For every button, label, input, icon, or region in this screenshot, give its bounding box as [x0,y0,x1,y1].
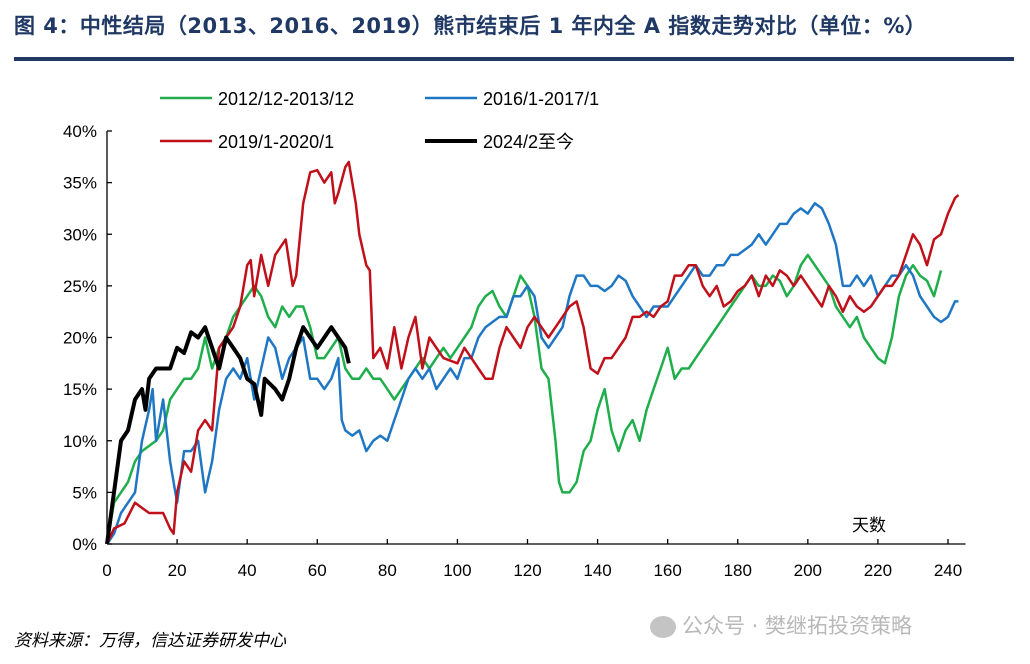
figure-title: 图 4：中性结局（2013、2016、2019）熊市结束后 1 年内全 A 指数… [14,14,927,38]
x-axis-label: 天数 [852,516,886,535]
y-tick-label: 40% [63,122,97,141]
watermark-text: 公众号 · 樊继拓投资策略 [682,614,913,638]
y-tick-label: 10% [63,432,97,451]
x-tick-label: 20 [168,561,187,580]
x-tick-label: 80 [378,561,397,580]
y-tick-label: 5% [72,483,97,502]
y-tick-label: 35% [63,174,97,193]
series-line-2016/1-2017/1 [105,202,959,545]
y-tick-label: 30% [63,225,97,244]
series-line-2024/2至今 [105,325,351,545]
legend-label: 2019/1-2020/1 [218,132,334,152]
x-tick-label: 220 [864,561,892,580]
axes: 0% 5% 10% 15% 20% 25% 30% 35% 40% 0 20 40 60 80 100 120… [63,122,966,580]
x-tick-label: 200 [794,561,822,580]
x-tick-label: 100 [443,561,471,580]
x-tick-label: 0 [102,561,111,580]
x-tick-label: 160 [653,561,681,580]
x-tick-label: 180 [724,561,752,580]
y-tick-label: 15% [63,380,97,399]
watermark: 公众号 · 樊继拓投资策略 [650,610,912,640]
source-note: 资料来源：万得，信达证券研发中心 [14,631,286,651]
wechat-icon [650,616,676,638]
y-tick-label: 20% [63,329,97,348]
x-tick-label: 60 [308,561,327,580]
legend-label: 2016/1-2017/1 [483,89,599,109]
x-tick-label: 240 [934,561,962,580]
x-tick-label: 40 [238,561,257,580]
title-rule [14,57,1014,61]
legend-label: 2012/12-2013/12 [218,89,354,109]
y-tick-label: 25% [63,277,97,296]
series-line-2019/1-2020/1 [105,160,960,545]
legend-label: 2024/2至今 [483,132,574,152]
legend: 2012/12-2013/12 2016/1-2017/1 2019/1-2020/… [160,89,599,152]
x-tick-label: 140 [583,561,611,580]
x-tick-label: 120 [513,561,541,580]
series-lines [105,160,960,545]
y-tick-label: 0% [72,535,97,554]
